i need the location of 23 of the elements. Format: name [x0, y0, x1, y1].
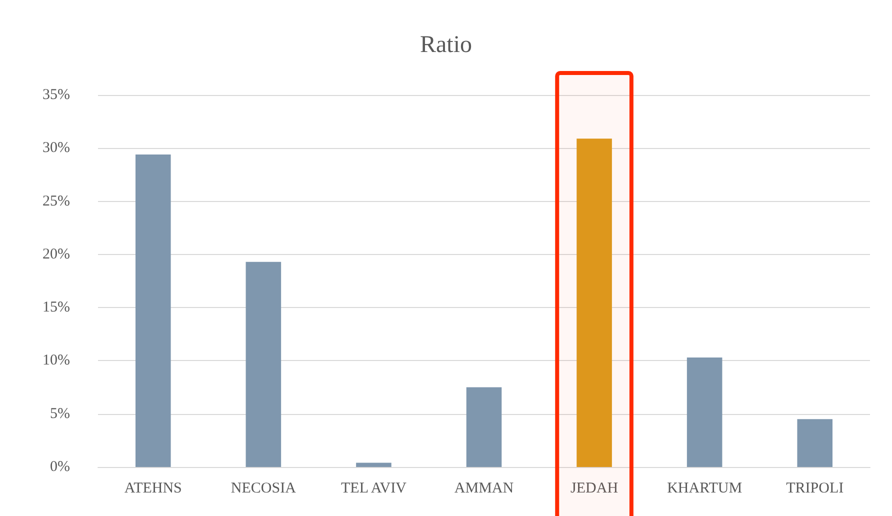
y-tick-label: 20% [42, 246, 70, 262]
x-tick-label: NECOSIA [230, 480, 296, 496]
y-tick-label: 30% [42, 140, 70, 156]
chart-title: Ratio [420, 32, 472, 58]
bar [686, 358, 722, 467]
x-tick-label: JEDAH [570, 480, 618, 496]
bar [246, 262, 282, 467]
bar [135, 154, 171, 467]
y-tick-label: 35% [42, 87, 70, 103]
y-tick-label: 10% [42, 352, 70, 369]
x-tick-label: TRIPOLI [786, 480, 844, 496]
bar [356, 462, 392, 467]
bar [466, 387, 502, 467]
y-tick-label: 5% [50, 406, 70, 422]
bar [576, 138, 612, 467]
x-tick-label: KHARTUM [667, 480, 742, 496]
bar [797, 419, 833, 467]
y-tick-label: 25% [42, 193, 70, 210]
x-tick-label: AMMAN [454, 480, 514, 496]
x-tick-label: ATEHNS [124, 480, 182, 496]
y-tick-label: 0% [50, 459, 70, 475]
y-tick-label: 15% [42, 300, 70, 316]
x-tick-label: TEL AVIV [341, 480, 407, 496]
